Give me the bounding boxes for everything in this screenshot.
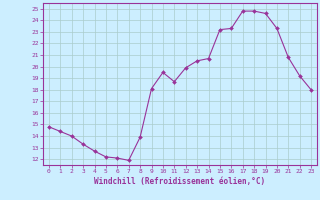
X-axis label: Windchill (Refroidissement éolien,°C): Windchill (Refroidissement éolien,°C) [94, 177, 266, 186]
